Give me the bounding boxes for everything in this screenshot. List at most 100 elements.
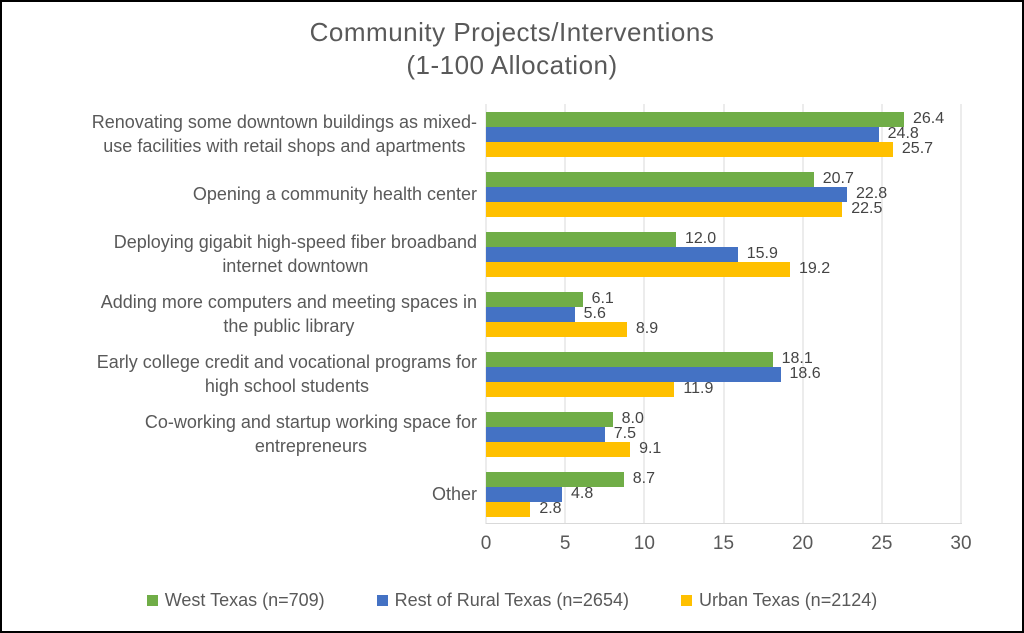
bar-value-label: 22.5 [851,200,883,217]
bar-row: 22.8 [486,185,961,202]
bar-row: 22.5 [486,200,961,217]
bar-group: 8.0 7.5 9.1 [486,404,961,464]
bar [486,441,631,457]
bar [486,126,879,142]
legend-swatch-icon [376,595,388,606]
bar-value-label: 24.8 [887,125,919,142]
category-cell: Deploying gigabit high-speed fiber broad… [10,224,486,284]
category-label: Other [431,484,477,504]
bar-row: 6.1 [486,290,961,307]
x-axis-tick-label: 25 [871,533,893,554]
bar [486,381,675,397]
bar-value-label: 15.9 [746,245,778,262]
legend-swatch-icon [146,595,158,606]
bar-value-label: 8.0 [621,410,644,427]
bar [486,246,738,262]
bar-value-label: 8.9 [635,320,659,337]
bar-group: 6.1 5.6 8.9 [486,284,961,344]
category-label: Renovating some downtown buildings as mi… [91,112,477,156]
bar [486,171,814,187]
bar-value-label: 18.6 [789,365,821,382]
bar [486,486,562,502]
category-cell: Early college credit and vocational prog… [10,344,486,404]
bar-value-label: 6.1 [591,290,614,307]
chart-body: Renovating some downtown buildings as mi… [2,104,1022,554]
bar-row: 8.9 [486,320,961,337]
bar-row: 19.2 [486,260,961,277]
bar-row: 8.7 [486,470,961,487]
legend-label: Rest of Rural Texas (n=2654) [394,590,629,610]
bar-value-label: 8.7 [632,470,655,487]
bar-row: 11.9 [486,380,961,397]
bar [486,231,676,247]
bar-value-label: 20.7 [822,170,854,187]
bar [486,261,790,277]
bar [486,201,843,217]
gridline [802,104,804,524]
legend-item: Urban Texas (n=2124) [680,590,878,611]
category-cell: Opening a community health center [10,164,486,224]
chart-title: Community Projects/Interventions (1-100 … [309,17,715,80]
category-label: Deploying gigabit high-speed fiber broad… [113,232,477,276]
category-label: Early college credit and vocational prog… [96,352,477,396]
gridline [723,104,724,524]
bar [486,111,904,127]
category-label: Co-working and startup working space for… [144,412,477,456]
gridline [881,104,883,524]
legend-item: West Texas (n=709) [146,590,325,611]
x-axis-tick-label: 10 [633,533,655,554]
bar-row: 8.0 [486,410,961,427]
bar-row: 24.8 [486,125,961,142]
category-labels: Renovating some downtown buildings as mi… [10,104,486,524]
bar-value-label: 18.1 [781,350,813,367]
bar-row: 26.4 [486,110,961,127]
bar [486,186,847,202]
legend-label: Urban Texas (n=2124) [698,590,878,610]
bar-row: 18.6 [486,365,961,382]
bar-row: 9.1 [486,440,961,457]
bar-value-label: 11.9 [683,380,714,397]
category-cell: Adding more computers and meeting spaces… [10,284,486,344]
bar-row: 12.0 [486,230,961,247]
bar [486,321,627,337]
bar-group: 20.7 22.8 22.5 [486,164,961,224]
bar [486,411,613,427]
bar-value-label: 5.6 [583,305,606,322]
legend: West Texas (n=709) Rest of Rural Texas (n… [2,590,1022,611]
bar [486,366,781,382]
category-cell: Co-working and startup working space for… [10,404,486,464]
bar-value-label: 12.0 [685,230,717,247]
x-axis-tick-label: 15 [712,533,735,554]
bar-row: 5.6 [486,305,961,322]
category-cell: Other [10,464,486,524]
bar-row: 7.5 [486,425,961,442]
bar-row: 15.9 [486,245,961,262]
bar-row: 18.1 [486,350,961,367]
bar-group: 18.1 18.6 11.9 [486,344,961,404]
x-axis-tick-label: 0 [480,533,492,554]
bar [486,501,531,517]
bar-value-label: 7.5 [613,425,636,442]
bar-group: 26.4 24.8 25.7 [486,104,961,164]
category-cell: Renovating some downtown buildings as mi… [10,104,486,164]
bar [486,141,893,157]
x-axis-tick-label: 5 [559,533,571,554]
bar [486,306,575,322]
gridline [643,104,645,524]
category-label: Adding more computers and meeting spaces… [100,292,477,336]
legend-item: Rest of Rural Texas (n=2654) [376,590,629,611]
bar-value-label: 26.4 [913,110,945,127]
bar-row: 20.7 [486,170,961,187]
plot-area: 0 5 10 15 20 25 30 26.4 24.8 25.7 20.7 22.8 22.5 12.0… [481,104,972,554]
bar-group: 12.0 15.9 19.2 [486,224,961,284]
legend-label: West Texas (n=709) [164,590,325,610]
bar [486,471,624,487]
bar-value-label: 19.2 [799,260,831,277]
bar-row: 25.7 [486,140,961,157]
bar-row: 4.8 [486,485,961,502]
bar-group: 8.7 4.8 2.8 [486,464,961,524]
bar [486,351,773,367]
bar [486,291,583,307]
bar-value-label: 25.7 [901,140,934,157]
